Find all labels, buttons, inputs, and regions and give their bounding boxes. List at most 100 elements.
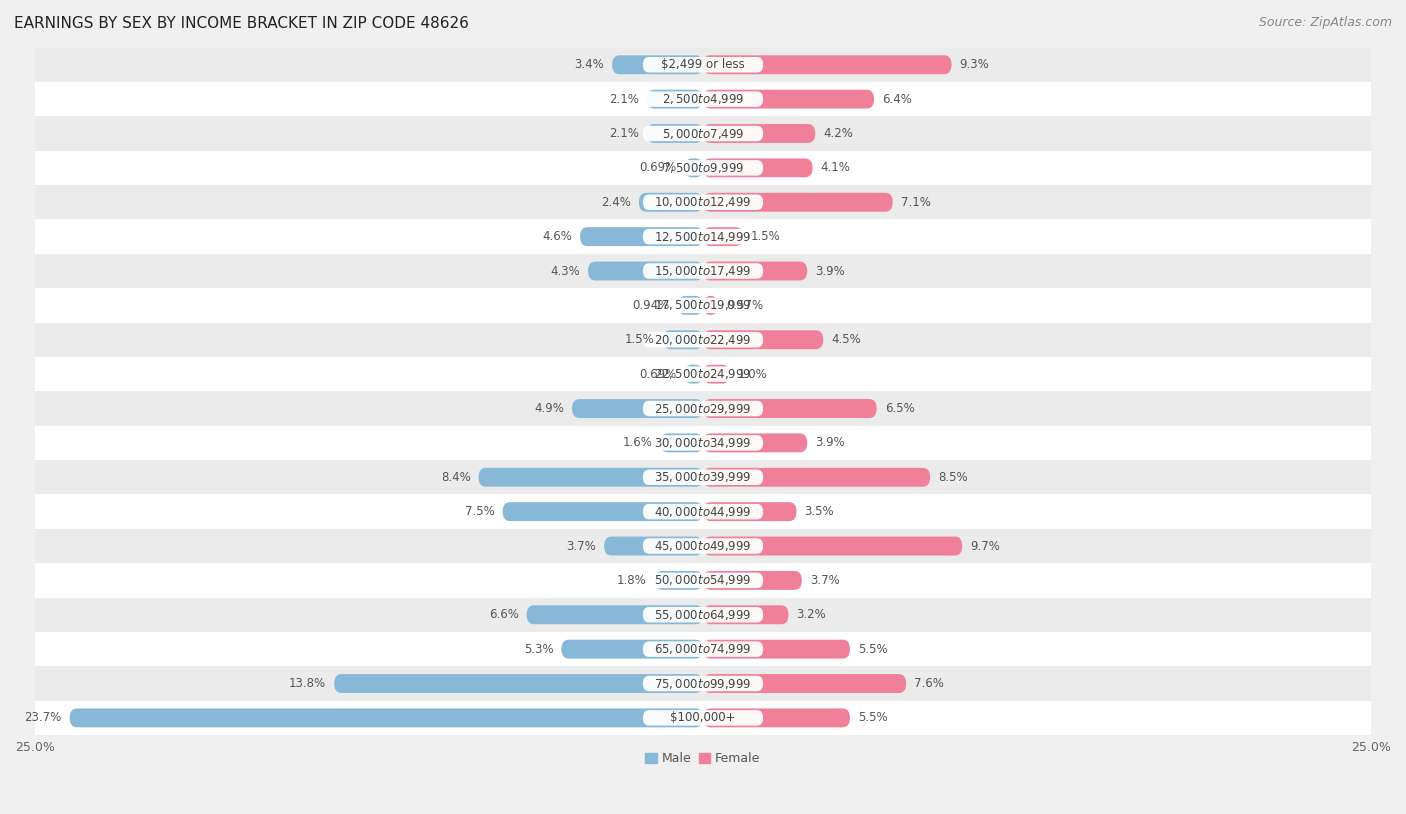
- Text: 1.5%: 1.5%: [751, 230, 780, 243]
- FancyBboxPatch shape: [703, 708, 851, 728]
- FancyBboxPatch shape: [643, 126, 763, 142]
- Text: 5.3%: 5.3%: [523, 642, 554, 655]
- Text: $5,000 to $7,499: $5,000 to $7,499: [662, 126, 744, 141]
- FancyBboxPatch shape: [661, 433, 703, 453]
- Text: 3.9%: 3.9%: [815, 436, 845, 449]
- Text: 2.1%: 2.1%: [609, 93, 638, 106]
- Text: 4.3%: 4.3%: [550, 265, 581, 278]
- FancyBboxPatch shape: [35, 632, 1371, 667]
- FancyBboxPatch shape: [478, 468, 703, 487]
- FancyBboxPatch shape: [35, 701, 1371, 735]
- Text: 4.1%: 4.1%: [821, 161, 851, 174]
- Text: $65,000 to $74,999: $65,000 to $74,999: [654, 642, 752, 656]
- FancyBboxPatch shape: [35, 185, 1371, 220]
- FancyBboxPatch shape: [572, 399, 703, 418]
- FancyBboxPatch shape: [643, 641, 763, 657]
- FancyBboxPatch shape: [703, 124, 815, 143]
- Text: 1.0%: 1.0%: [738, 368, 768, 381]
- FancyBboxPatch shape: [35, 529, 1371, 563]
- FancyBboxPatch shape: [703, 159, 813, 177]
- FancyBboxPatch shape: [647, 124, 703, 143]
- FancyBboxPatch shape: [638, 193, 703, 212]
- FancyBboxPatch shape: [703, 296, 718, 315]
- FancyBboxPatch shape: [35, 151, 1371, 185]
- FancyBboxPatch shape: [35, 667, 1371, 701]
- FancyBboxPatch shape: [703, 90, 875, 108]
- FancyBboxPatch shape: [703, 330, 824, 349]
- FancyBboxPatch shape: [703, 571, 801, 590]
- Text: $50,000 to $54,999: $50,000 to $54,999: [654, 573, 752, 588]
- Text: $10,000 to $12,499: $10,000 to $12,499: [654, 195, 752, 209]
- Text: $40,000 to $44,999: $40,000 to $44,999: [654, 505, 752, 519]
- FancyBboxPatch shape: [527, 606, 703, 624]
- FancyBboxPatch shape: [643, 298, 763, 313]
- Text: 3.7%: 3.7%: [567, 540, 596, 553]
- Text: 13.8%: 13.8%: [290, 677, 326, 690]
- FancyBboxPatch shape: [643, 366, 763, 382]
- FancyBboxPatch shape: [643, 504, 763, 519]
- FancyBboxPatch shape: [35, 47, 1371, 82]
- FancyBboxPatch shape: [685, 159, 703, 177]
- Text: 0.57%: 0.57%: [727, 299, 763, 312]
- Legend: Male, Female: Male, Female: [641, 747, 765, 770]
- FancyBboxPatch shape: [685, 365, 703, 383]
- Text: $25,000 to $29,999: $25,000 to $29,999: [654, 401, 752, 415]
- FancyBboxPatch shape: [70, 708, 703, 728]
- Text: 0.69%: 0.69%: [640, 368, 676, 381]
- FancyBboxPatch shape: [703, 502, 797, 521]
- FancyBboxPatch shape: [703, 536, 962, 555]
- Text: 0.69%: 0.69%: [640, 161, 676, 174]
- FancyBboxPatch shape: [643, 607, 763, 623]
- Text: 5.5%: 5.5%: [858, 711, 887, 724]
- FancyBboxPatch shape: [703, 399, 877, 418]
- Text: 1.6%: 1.6%: [623, 436, 652, 449]
- FancyBboxPatch shape: [643, 400, 763, 416]
- Text: Source: ZipAtlas.com: Source: ZipAtlas.com: [1258, 16, 1392, 29]
- FancyBboxPatch shape: [703, 365, 730, 383]
- Text: 9.7%: 9.7%: [970, 540, 1000, 553]
- FancyBboxPatch shape: [581, 227, 703, 246]
- FancyBboxPatch shape: [35, 116, 1371, 151]
- FancyBboxPatch shape: [612, 55, 703, 74]
- Text: 1.5%: 1.5%: [626, 333, 655, 346]
- Text: 6.4%: 6.4%: [882, 93, 912, 106]
- Text: $30,000 to $34,999: $30,000 to $34,999: [654, 435, 752, 450]
- FancyBboxPatch shape: [643, 435, 763, 451]
- Text: 4.5%: 4.5%: [831, 333, 860, 346]
- Text: $2,500 to $4,999: $2,500 to $4,999: [662, 92, 744, 106]
- Text: 4.2%: 4.2%: [824, 127, 853, 140]
- FancyBboxPatch shape: [703, 468, 931, 487]
- Text: $55,000 to $64,999: $55,000 to $64,999: [654, 608, 752, 622]
- FancyBboxPatch shape: [655, 571, 703, 590]
- Text: 4.9%: 4.9%: [534, 402, 564, 415]
- FancyBboxPatch shape: [35, 288, 1371, 322]
- FancyBboxPatch shape: [703, 433, 807, 453]
- Text: $35,000 to $39,999: $35,000 to $39,999: [654, 470, 752, 484]
- Text: 1.8%: 1.8%: [617, 574, 647, 587]
- FancyBboxPatch shape: [35, 426, 1371, 460]
- Text: 3.5%: 3.5%: [804, 505, 834, 519]
- FancyBboxPatch shape: [561, 640, 703, 659]
- FancyBboxPatch shape: [643, 195, 763, 210]
- FancyBboxPatch shape: [643, 160, 763, 176]
- Text: $75,000 to $99,999: $75,000 to $99,999: [654, 676, 752, 690]
- FancyBboxPatch shape: [703, 227, 744, 246]
- FancyBboxPatch shape: [605, 536, 703, 555]
- Text: $22,500 to $24,999: $22,500 to $24,999: [654, 367, 752, 381]
- Text: $7,500 to $9,999: $7,500 to $9,999: [662, 161, 744, 175]
- FancyBboxPatch shape: [662, 330, 703, 349]
- Text: 7.1%: 7.1%: [901, 195, 931, 208]
- FancyBboxPatch shape: [35, 322, 1371, 357]
- FancyBboxPatch shape: [35, 563, 1371, 597]
- FancyBboxPatch shape: [643, 263, 763, 278]
- FancyBboxPatch shape: [35, 254, 1371, 288]
- FancyBboxPatch shape: [335, 674, 703, 693]
- Text: $20,000 to $22,499: $20,000 to $22,499: [654, 333, 752, 347]
- FancyBboxPatch shape: [703, 606, 789, 624]
- FancyBboxPatch shape: [703, 261, 807, 281]
- Text: $17,500 to $19,999: $17,500 to $19,999: [654, 299, 752, 313]
- Text: 2.4%: 2.4%: [600, 195, 631, 208]
- FancyBboxPatch shape: [643, 91, 763, 107]
- Text: 8.4%: 8.4%: [440, 470, 471, 484]
- Text: 8.5%: 8.5%: [938, 470, 967, 484]
